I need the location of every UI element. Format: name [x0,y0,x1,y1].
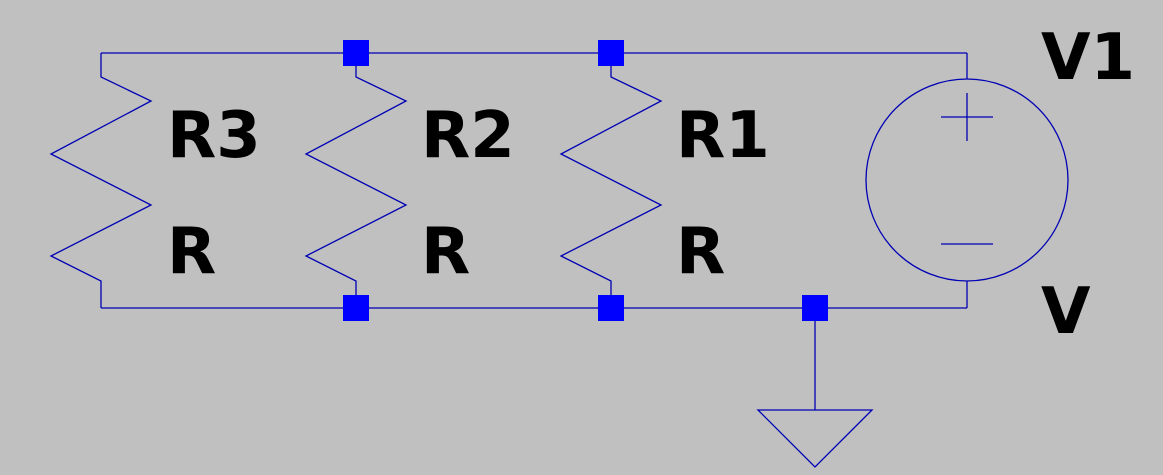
v1-name-label[interactable]: V1 [1041,21,1136,95]
r3-name-label[interactable]: R3 [167,99,261,173]
v1-value-label[interactable]: V [1041,275,1091,349]
resistor-r3-symbol[interactable] [49,53,153,308]
plus-sign-icon [941,93,993,141]
r1-name-label[interactable]: R1 [676,99,770,173]
ground-symbol[interactable] [756,409,874,468]
r2-value-label[interactable]: R [421,215,471,289]
r1-value-label[interactable]: R [676,215,726,289]
junction-dot [598,295,624,321]
resistor-r1-symbol[interactable] [559,53,663,308]
voltage-source-v1-symbol[interactable] [865,78,1069,282]
r2-name-label[interactable]: R2 [421,99,515,173]
r3-value-label[interactable]: R [167,215,217,289]
junction-dot [343,40,369,66]
junction-dot [598,40,624,66]
junction-dot [802,295,828,321]
junction-dot [343,295,369,321]
resistor-r2-symbol[interactable] [304,53,408,308]
